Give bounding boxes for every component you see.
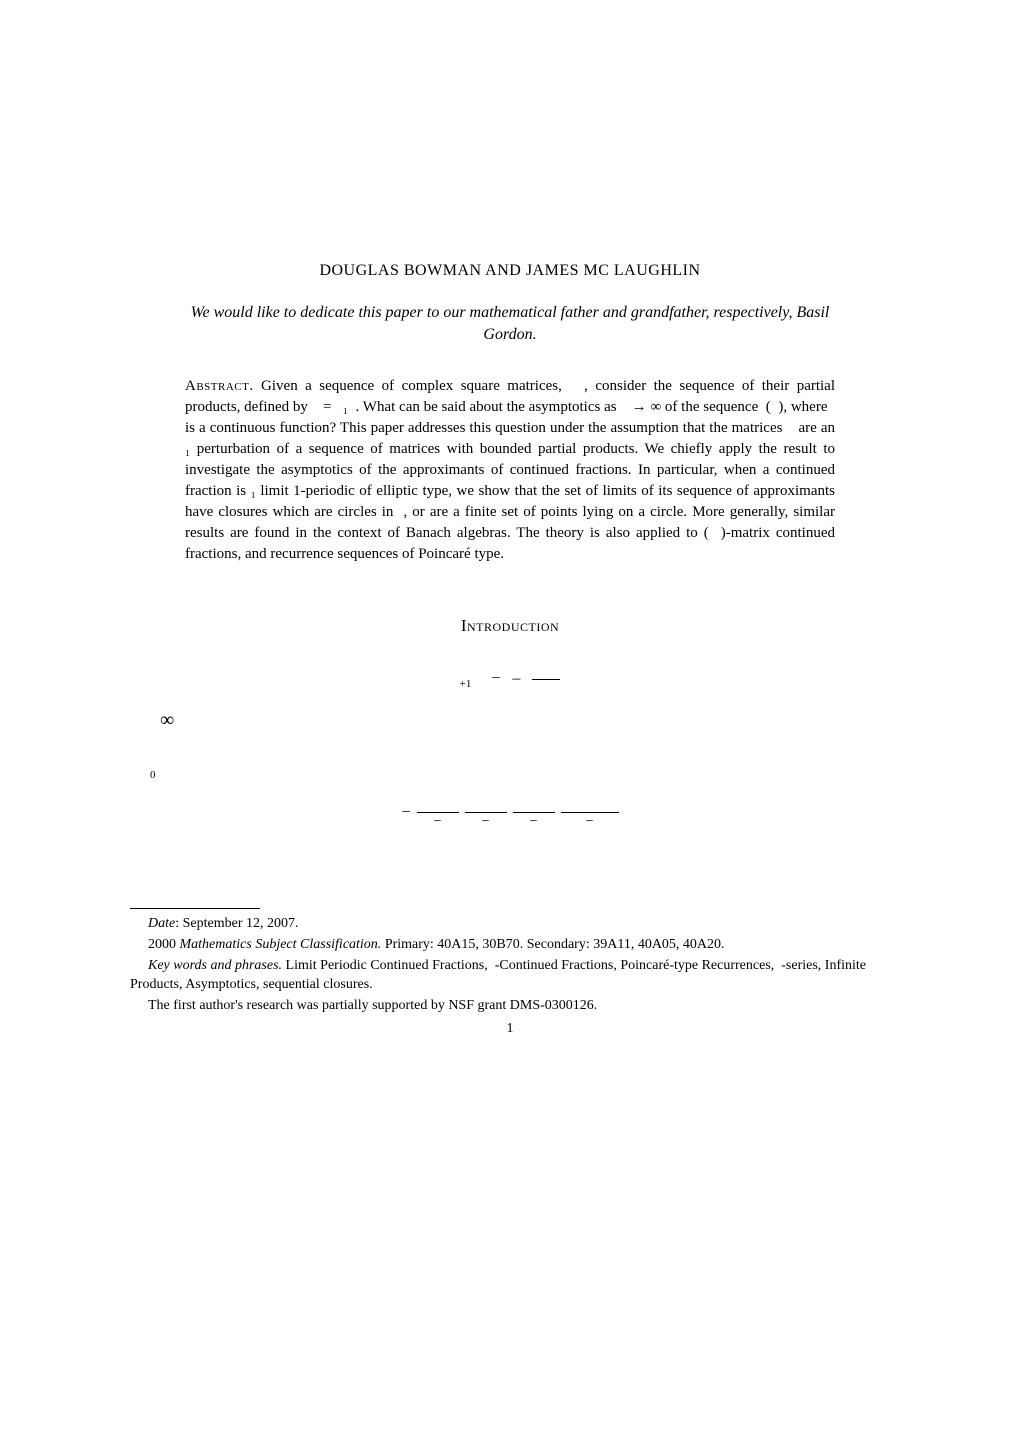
- authors-line: DOUGLAS BOWMAN AND JAMES MC LAUGHLIN: [130, 260, 890, 282]
- infinity-symbol: ∞: [160, 709, 174, 731]
- footnote-msc-text: Primary: 40A15, 30B70. Secondary: 39A11,…: [385, 937, 725, 952]
- cf-frac-1: −: [417, 798, 459, 827]
- footnote-rule: [130, 908, 260, 909]
- abstract-text: Given a sequence of complex square matri…: [185, 378, 835, 562]
- formula-sub-zero: 0: [150, 770, 156, 782]
- cf-den-minus-1: −: [434, 814, 442, 829]
- formula-area: +1 − – ∞ 0 − − −: [130, 668, 890, 848]
- cf-minus-lead: −: [401, 802, 410, 824]
- formula-infty-row: ∞: [130, 707, 890, 734]
- abstract-block: Abstract. Given a sequence of complex sq…: [185, 376, 835, 565]
- formula-continued-fraction: − − − − −: [130, 798, 890, 827]
- footnote-keywords-label: Key words and phrases.: [148, 958, 282, 973]
- cf-den-minus-3: −: [530, 814, 538, 829]
- footnote-date-label: Date: [148, 916, 175, 931]
- footnote-date: Date: September 12, 2007.: [130, 915, 890, 934]
- footnote-msc: 2000 Mathematics Subject Classification.…: [130, 936, 890, 955]
- abstract-label: Abstract.: [185, 378, 254, 394]
- cf-frac-4: −: [561, 798, 619, 827]
- footnote-date-text: : September 12, 2007.: [175, 916, 298, 931]
- cf-frac-3: −: [513, 798, 555, 827]
- formula-sub-plus1: +1: [460, 679, 472, 691]
- footnotes-block: Date: September 12, 2007. 2000 Mathemati…: [130, 915, 890, 1015]
- footnote-msc-year: 2000: [148, 937, 176, 952]
- footnote-support: The first author's research was partiall…: [130, 997, 890, 1016]
- formula-bar-1: [532, 679, 560, 680]
- formula-recurrence: +1 − –: [130, 668, 890, 692]
- formula-minus-1: −: [491, 670, 500, 687]
- page-number: 1: [130, 1020, 890, 1039]
- dedication: We would like to dedicate this paper to …: [170, 302, 850, 347]
- cf-den-minus-2: −: [482, 814, 490, 829]
- formula-zero-row: 0: [130, 759, 890, 783]
- formula-dash-1: –: [512, 670, 520, 687]
- cf-frac-2: −: [465, 798, 507, 827]
- cf-den-minus-4: −: [586, 814, 594, 829]
- footnote-keywords: Key words and phrases. Limit Periodic Co…: [130, 957, 890, 995]
- section-heading-introduction: Introduction: [130, 615, 890, 638]
- footnote-msc-label: Mathematics Subject Classification.: [180, 937, 382, 952]
